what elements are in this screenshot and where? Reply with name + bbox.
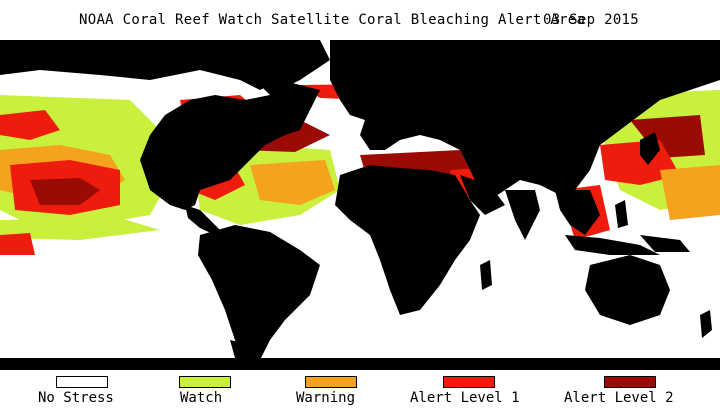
land-australia	[585, 255, 670, 325]
land-india	[505, 190, 540, 240]
stress-zone-equatorial-alert1	[0, 233, 35, 255]
legend-item-watch: Watch	[179, 376, 319, 408]
title-date: 03 Sep 2015	[543, 12, 640, 28]
land-indonesia	[565, 235, 660, 255]
legend-label-alert-level-1: Alert Level 1	[410, 390, 520, 406]
land-antarctic-peninsula	[230, 340, 255, 358]
land-new-zealand	[700, 310, 712, 338]
land-greenland	[240, 40, 330, 95]
legend-swatch-alert-level-2	[604, 376, 656, 388]
legend-item-warning: Warning	[296, 376, 445, 408]
land-north-america	[0, 40, 320, 210]
land-southeast-asia	[555, 190, 600, 235]
land-new-guinea	[640, 235, 690, 252]
stress-zone-pacific-alert1-b	[0, 110, 60, 140]
title-text: NOAA Coral Reef Watch Satellite Coral Bl…	[79, 12, 586, 28]
map-title: NOAA Coral Reef Watch Satellite Coral Bl…	[0, 12, 720, 32]
legend-label-alert-level-2: Alert Level 2	[564, 390, 674, 406]
land-africa	[335, 165, 480, 315]
land-madagascar	[480, 260, 492, 290]
bleaching-alert-map	[0, 40, 720, 370]
stress-zone-japan-alert1	[600, 140, 680, 185]
legend-swatch-watch	[179, 376, 231, 388]
stress-zone-japan-alert2	[630, 115, 705, 158]
stress-zone-atlantic-warning	[250, 160, 335, 205]
land-philippines	[615, 200, 628, 228]
land-south-america	[198, 225, 320, 370]
legend-swatch-warning	[305, 376, 357, 388]
legend-item-alert-level-1: Alert Level 1	[410, 376, 583, 408]
land-antarctica	[0, 358, 720, 370]
stress-zone-pacific-alert2	[30, 178, 100, 205]
land-central-america	[185, 205, 220, 235]
legend-label-warning: Warning	[296, 390, 356, 406]
legend-item-alert-level-2: Alert Level 2	[564, 376, 720, 408]
legend-label-no-stress: No Stress	[38, 390, 114, 406]
legend-swatch-no-stress	[56, 376, 108, 388]
stress-zone-pacific-watch-b	[0, 218, 160, 240]
land-arabia	[460, 175, 505, 215]
legend-swatch-alert-level-1	[443, 376, 495, 388]
stress-zone-west-pacific-warning	[660, 165, 720, 220]
legend-label-watch: Watch	[180, 390, 223, 406]
legend-item-no-stress: No Stress	[38, 376, 196, 408]
land-japan	[640, 132, 660, 165]
land-masses	[0, 40, 720, 370]
land-europe-asia-north	[330, 40, 720, 200]
